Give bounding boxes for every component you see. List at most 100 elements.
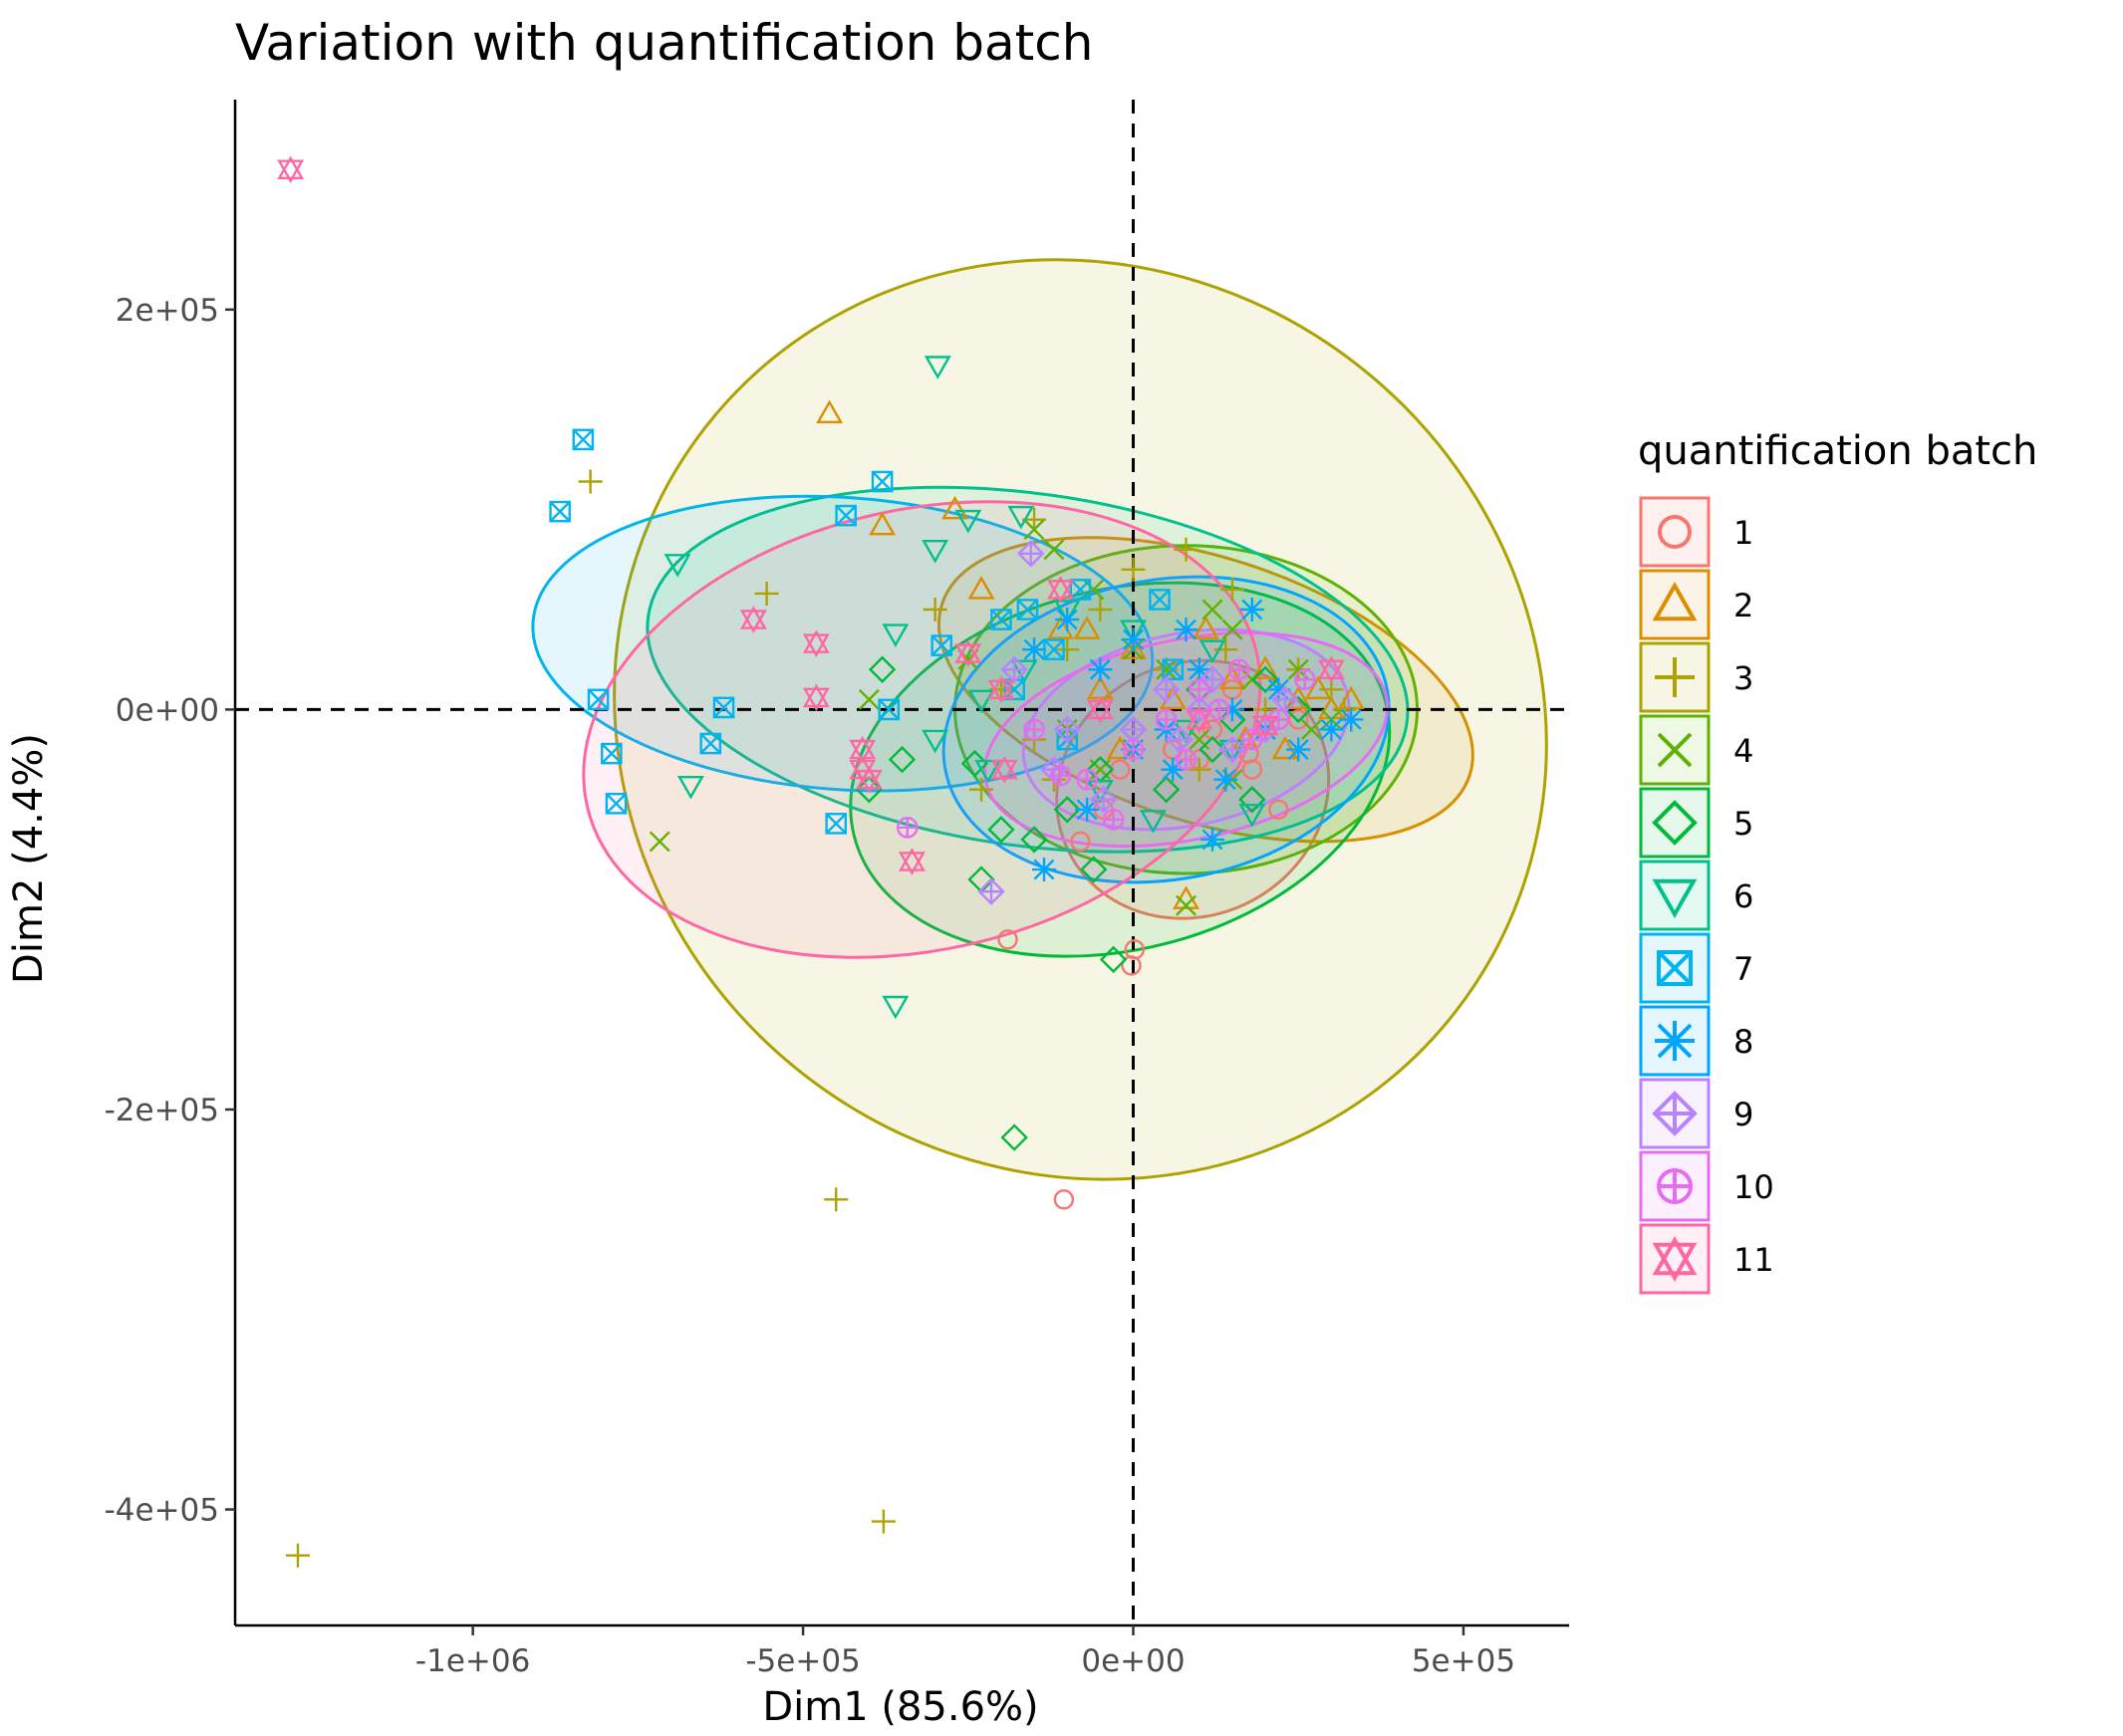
- legend-label-8: 8: [1733, 1023, 1753, 1061]
- point-batch-2: [1284, 685, 1312, 710]
- point-batch-6: [1139, 810, 1167, 834]
- x-tick-label: 5e+05: [1412, 1643, 1515, 1679]
- legend-symbol-10: [1657, 1168, 1693, 1204]
- legend-key-2: [1639, 569, 1711, 640]
- point-batch-10: [1175, 748, 1197, 771]
- point-batch-3: [1055, 637, 1080, 662]
- point-batch-8: [1022, 637, 1047, 662]
- point-batch-8: [1161, 757, 1186, 782]
- point-batch-5: [1099, 945, 1128, 974]
- legend-label-11: 11: [1733, 1241, 1774, 1279]
- point-batch-10: [1227, 658, 1250, 681]
- legend-item-5: 5: [1639, 787, 1753, 859]
- x-tick-label: -5e+05: [745, 1643, 860, 1679]
- point-batch-4: [1201, 599, 1223, 620]
- point-batch-1: [997, 929, 1018, 950]
- point-batch-7: [1149, 589, 1171, 611]
- point-batch-5: [1218, 705, 1246, 734]
- legend-symbol-4: [1657, 732, 1693, 768]
- x-tick-label: 0e+00: [1081, 1643, 1185, 1679]
- point-batch-5: [1152, 776, 1181, 804]
- point-batch-4: [1043, 539, 1065, 561]
- y-tick-label: -4e+05: [105, 1493, 219, 1529]
- point-batch-7: [990, 609, 1012, 630]
- point-batch-11: [802, 683, 830, 712]
- point-batch-8: [1032, 858, 1057, 882]
- point-batch-2: [869, 511, 897, 536]
- point-batch-6: [1238, 804, 1266, 828]
- point-batch-7: [1016, 599, 1039, 620]
- point-batch-9: [977, 877, 1005, 905]
- legend-symbol-7: [1657, 950, 1693, 986]
- point-batch-9: [1152, 675, 1181, 704]
- point-batch-4: [649, 831, 670, 853]
- legend-label-3: 3: [1733, 659, 1753, 697]
- y-tick-label: 2e+05: [116, 293, 219, 329]
- point-batch-5: [1251, 665, 1279, 693]
- point-batch-3: [1332, 697, 1357, 722]
- point-batch-2: [941, 495, 968, 520]
- legend-key-4: [1639, 714, 1711, 786]
- point-batch-8: [1174, 618, 1198, 642]
- point-batch-6: [922, 540, 949, 564]
- legend-key-11: [1639, 1223, 1711, 1295]
- point-batch-5: [888, 745, 917, 774]
- ellipse-batch-11: [582, 500, 1262, 959]
- point-batch-8: [1200, 827, 1225, 852]
- point-batch-10: [1049, 764, 1072, 787]
- legend-label-6: 6: [1733, 877, 1753, 915]
- point-batch-2: [1304, 675, 1332, 700]
- x-tick-label: -1e+06: [415, 1643, 530, 1679]
- point-batch-6: [1007, 505, 1035, 530]
- legend-item-4: 4: [1639, 714, 1753, 786]
- point-batch-6: [882, 995, 910, 1020]
- point-batch-3: [923, 598, 947, 622]
- legend-item-3: 3: [1639, 641, 1753, 713]
- legend-key-5: [1639, 787, 1711, 859]
- legend-item-8: 8: [1639, 1005, 1753, 1077]
- point-batch-6: [924, 356, 951, 379]
- point-batch-4: [1301, 719, 1322, 740]
- point-batch-4: [1023, 519, 1045, 541]
- point-batch-10: [1241, 728, 1263, 751]
- y-tick-label: -2e+05: [105, 1093, 219, 1128]
- point-batch-3: [578, 469, 603, 494]
- point-batch-2: [1192, 616, 1219, 639]
- point-batch-7: [930, 634, 953, 656]
- point-batch-10: [1188, 678, 1210, 701]
- point-batch-3: [1121, 557, 1146, 582]
- point-batch-8: [1239, 598, 1264, 622]
- point-batch-11: [898, 848, 926, 875]
- point-batch-3: [1187, 757, 1211, 782]
- point-batch-11: [1317, 655, 1345, 684]
- point-batch-2: [1173, 885, 1200, 909]
- point-batch-3: [871, 1509, 896, 1534]
- point-batch-6: [1010, 659, 1038, 684]
- point-batch-8: [1319, 717, 1344, 742]
- legend-symbol-9: [1652, 1091, 1698, 1136]
- point-batch-5: [1020, 826, 1048, 854]
- point-batch-11: [1086, 695, 1114, 724]
- point-batch-9: [1053, 715, 1081, 744]
- legend-symbol-8: [1655, 1021, 1695, 1061]
- point-batch-11: [987, 675, 1015, 704]
- legend-key-6: [1639, 860, 1711, 931]
- legend-label-7: 7: [1733, 950, 1753, 988]
- y-tick-label: 0e+00: [116, 692, 219, 728]
- point-batch-2: [1106, 735, 1134, 760]
- point-batch-8: [1055, 608, 1080, 632]
- point-batch-6: [1198, 639, 1226, 663]
- legend-symbol-6: [1652, 878, 1698, 919]
- legend: quantification batch 1 2 3 4 5 6 7 8 9 10 11: [1638, 428, 2037, 1295]
- legend-label-9: 9: [1733, 1096, 1753, 1133]
- point-batch-8: [1219, 697, 1244, 722]
- point-batch-6: [922, 729, 949, 754]
- data-points: [277, 155, 1365, 1568]
- legend-symbol-1: [1658, 515, 1692, 549]
- point-batch-7: [601, 742, 623, 765]
- point-batch-9: [1089, 786, 1118, 814]
- point-batch-11: [1251, 711, 1279, 740]
- legend-item-2: 2: [1639, 569, 1753, 640]
- legend-items: 1 2 3 4 5 6 7 8 9 10 11: [1639, 496, 1774, 1295]
- point-batch-6: [967, 689, 995, 714]
